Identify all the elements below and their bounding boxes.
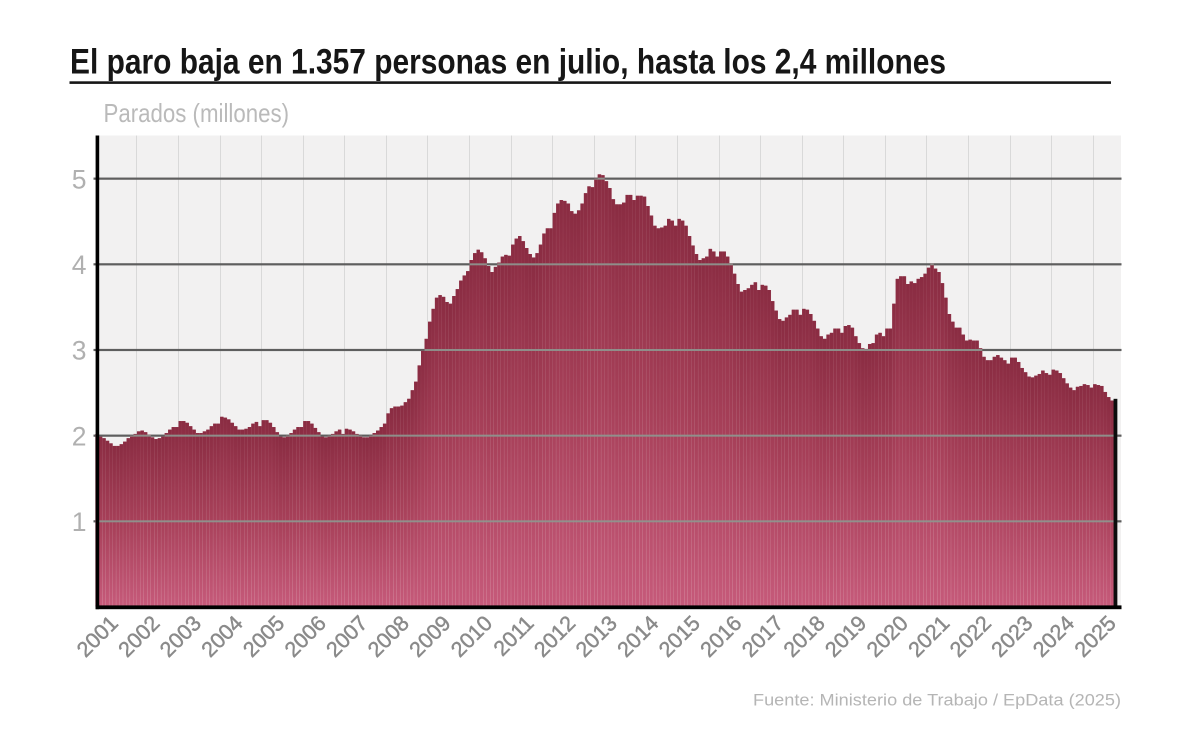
svg-text:5: 5 [72, 164, 87, 194]
svg-text:1: 1 [72, 507, 87, 537]
svg-text:4: 4 [72, 250, 87, 280]
svg-text:2: 2 [72, 421, 87, 451]
svg-text:3: 3 [72, 336, 87, 366]
svg-text:El paro baja en 1.357 personas: El paro baja en 1.357 personas en julio,… [70, 42, 946, 82]
svg-text:Fuente: Ministerio de Trabajo: Fuente: Ministerio de Trabajo / EpData (… [753, 692, 1121, 710]
svg-text:Parados (millones): Parados (millones) [104, 98, 290, 128]
